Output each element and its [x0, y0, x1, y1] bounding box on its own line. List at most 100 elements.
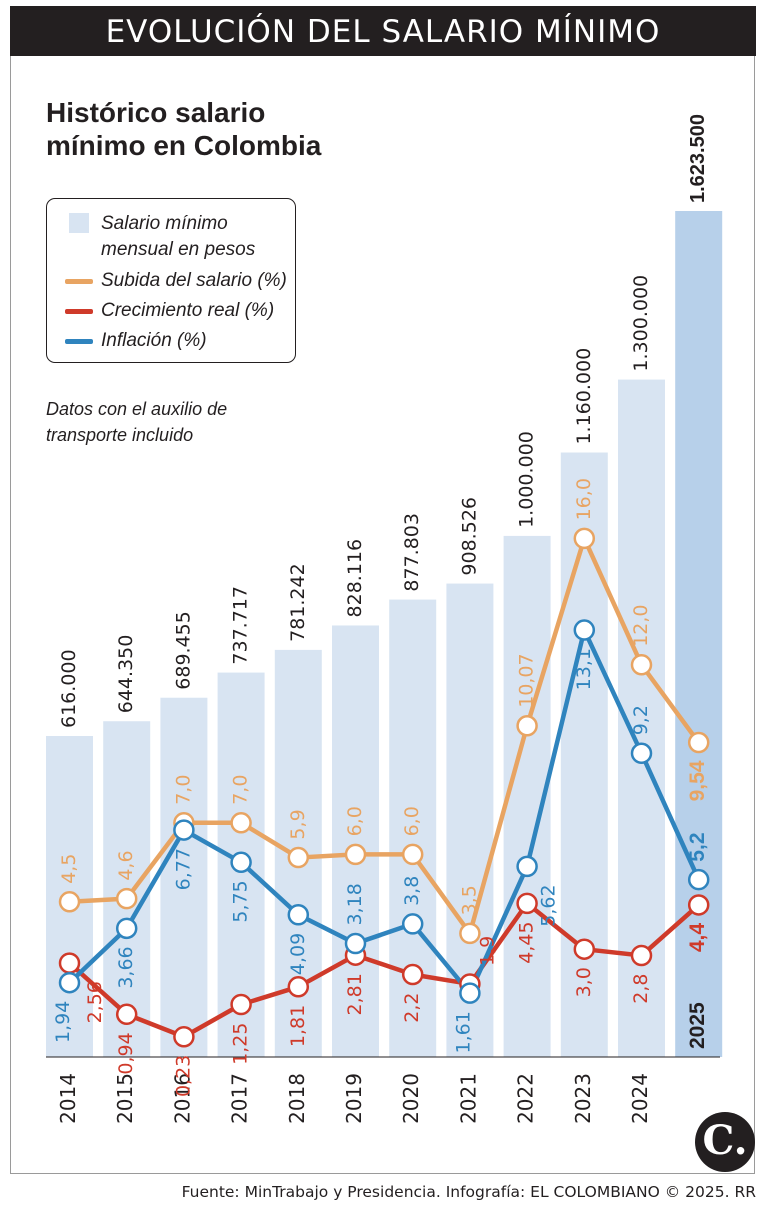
point-raise-2014: [58, 891, 81, 913]
point-label-raise-2016: 7,0: [172, 775, 194, 805]
point-real-2023: [573, 938, 596, 960]
data-note: Datos con el auxilio de transporte inclu…: [46, 399, 228, 445]
legend-raise-swatch: [65, 279, 93, 284]
labels-layer: 616.000 2014 644.350 2015 689.455 2016 737.717…: [52, 114, 709, 1124]
point-label-real-2023: 3,0: [573, 967, 595, 997]
el-colombiano-logo: C.: [695, 1112, 755, 1172]
legend-salary-label: Salario mínimo mensual en pesos: [101, 213, 256, 260]
bar-value-label-2016: 689.455: [172, 611, 194, 690]
point-label-inflation-2022: 5,62: [538, 884, 560, 926]
point-label-raise-2022: 10,07: [516, 653, 538, 707]
series-line-raise: [67, 536, 701, 936]
point-label-real-2024: 2,8: [630, 974, 652, 1004]
year-label-2021: 2021: [456, 1073, 480, 1124]
point-raise-2019: [344, 843, 367, 866]
point-inflation-2020: [401, 913, 424, 935]
point-label-raise-2017: 7,0: [230, 775, 252, 805]
point-label-raise-2023: 16,0: [573, 478, 595, 520]
point-label-real-2018: 1,81: [287, 1005, 309, 1047]
point-label-inflation-2017: 5,75: [230, 880, 252, 922]
bar-value-label-2023: 1.160.000: [573, 348, 595, 445]
point-inflation-2018: [287, 904, 310, 926]
year-label-2025: 2025: [686, 1002, 709, 1049]
point-label-real-2016: 0,23: [172, 1055, 194, 1097]
year-label-2016: 2016: [170, 1073, 194, 1124]
series-line-inflation: [67, 627, 701, 996]
bar-value-label-2019: 828.116: [344, 539, 366, 618]
year-label-2023: 2023: [571, 1073, 595, 1124]
point-label-real-2014: 2,56: [84, 981, 106, 1023]
point-inflation-2023: [573, 619, 596, 641]
point-label-real-2015: 0,94: [115, 1032, 137, 1074]
point-real-2016: [173, 1025, 195, 1048]
point-label-real-2025: 4,4: [686, 923, 709, 953]
point-label-raise-2025: 9,54: [686, 760, 709, 801]
point-label-raise-2018: 5,9: [287, 809, 309, 839]
year-label-2014: 2014: [56, 1073, 80, 1124]
point-inflation-2016: [173, 819, 195, 841]
point-inflation-2025: [687, 868, 710, 891]
point-real-2020: [401, 963, 424, 986]
point-label-inflation-2020: 3,8: [401, 876, 423, 906]
year-label-2024: 2024: [628, 1073, 652, 1124]
bar-value-label-2015: 644.350: [115, 635, 137, 714]
point-raise-2020: [401, 843, 424, 866]
bar-value-label-2022: 1.000.000: [516, 431, 538, 528]
point-inflation-2021: [459, 982, 481, 1004]
point-inflation-2019: [344, 932, 367, 955]
chart-frame: [10, 56, 755, 1174]
point-label-raise-2024: 12,0: [630, 604, 652, 646]
year-label-2015: 2015: [113, 1073, 137, 1124]
legend-inflation-label: Inflación (%): [101, 330, 207, 351]
point-raise-2021: [459, 922, 481, 945]
chart-subtitle: Histórico salario mínimo en Colombia: [46, 97, 322, 161]
bar-2016: [160, 697, 208, 1057]
year-label-2018: 2018: [285, 1073, 309, 1124]
point-label-raise-2015: 4,6: [115, 850, 137, 880]
point-raise-2024: [630, 654, 653, 676]
point-real-2014: [58, 952, 81, 974]
point-label-raise-2021: 3,5: [458, 885, 480, 915]
point-label-inflation-2018: 4,09: [287, 933, 309, 975]
point-label-raise-2014: 4,5: [58, 854, 80, 884]
year-label-2017: 2017: [228, 1073, 252, 1124]
bar-value-label-2014: 616.000: [58, 649, 80, 728]
legend: Salario mínimo mensual en pesos Subida d…: [46, 198, 296, 363]
point-label-real-2017: 1,25: [230, 1023, 252, 1065]
year-label-2020: 2020: [399, 1073, 423, 1124]
point-real-2024: [630, 944, 653, 967]
bar-value-label-2020: 877.803: [401, 513, 423, 592]
bar-value-label-2017: 737.717: [230, 586, 252, 665]
point-raise-2025: [687, 731, 710, 754]
point-label-raise-2020: 6,0: [401, 806, 423, 836]
bar-value-label-2018: 781.242: [287, 563, 309, 642]
legend-real-label: Crecimiento real (%): [101, 300, 275, 321]
point-label-inflation-2021: 1,61: [452, 1011, 474, 1053]
point-label-inflation-2016: 6,77: [172, 848, 194, 890]
point-real-2015: [115, 1003, 138, 1026]
point-label-real-2022: 4,45: [516, 921, 538, 963]
point-label-real-2020: 2,2: [401, 992, 423, 1022]
bar-value-label-2021: 908.526: [458, 497, 480, 576]
point-real-2018: [287, 976, 310, 998]
point-real-2025: [687, 894, 710, 916]
point-label-inflation-2024: 9,2: [630, 705, 652, 735]
bar-value-label-2025: 1.623.500: [687, 114, 709, 203]
legend-inflation-swatch: [65, 339, 93, 344]
bar-value-label-2024: 1.300.000: [630, 275, 652, 372]
point-inflation-2024: [630, 742, 653, 765]
point-label-real-2021: 1,9: [476, 936, 498, 966]
legend-raise-label: Subida del salario (%): [101, 270, 287, 291]
point-raise-2015: [115, 887, 138, 910]
point-label-inflation-2023: 13,1: [573, 648, 595, 690]
point-inflation-2017: [230, 851, 252, 874]
point-inflation-2022: [516, 855, 538, 878]
lines-layer: [58, 527, 710, 1048]
year-label-2019: 2019: [342, 1073, 366, 1124]
banner-title: EVOLUCIÓN DEL SALARIO MÍNIMO: [10, 6, 756, 56]
point-raise-2022: [516, 715, 538, 737]
bar-2019: [332, 625, 379, 1057]
point-label-inflation-2019: 3,18: [344, 883, 366, 925]
point-label-raise-2019: 6,0: [344, 806, 366, 836]
